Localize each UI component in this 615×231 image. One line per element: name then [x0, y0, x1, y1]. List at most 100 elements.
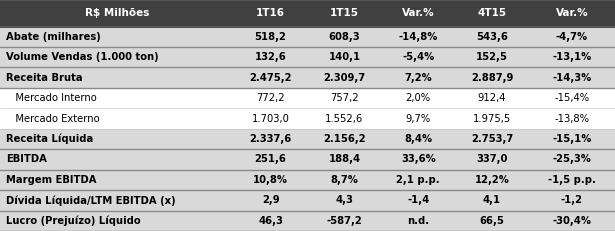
Text: 1T15: 1T15 — [330, 8, 359, 18]
Text: 7,2%: 7,2% — [404, 73, 432, 83]
Bar — [308, 149, 381, 170]
Text: Volume Vendas (1.000 ton): Volume Vendas (1.000 ton) — [6, 52, 159, 62]
Bar — [0, 149, 234, 170]
Bar — [0, 0, 234, 27]
Bar — [381, 129, 455, 149]
Text: 912,4: 912,4 — [478, 93, 506, 103]
Text: Var.%: Var.% — [402, 8, 435, 18]
Text: Mercado Interno: Mercado Interno — [6, 93, 97, 103]
Text: Receita Bruta: Receita Bruta — [6, 73, 83, 83]
Bar — [529, 0, 615, 27]
Bar — [234, 129, 308, 149]
Bar — [381, 190, 455, 211]
Text: -13,8%: -13,8% — [555, 114, 589, 124]
Text: n.d.: n.d. — [407, 216, 429, 226]
Text: -1,4: -1,4 — [407, 195, 429, 205]
Bar — [455, 67, 529, 88]
Bar — [0, 47, 234, 67]
Text: 2.156,2: 2.156,2 — [323, 134, 366, 144]
Bar — [455, 129, 529, 149]
Bar — [529, 88, 615, 108]
Text: 2.337,6: 2.337,6 — [250, 134, 292, 144]
Text: -14,8%: -14,8% — [399, 32, 438, 42]
Text: 2.753,7: 2.753,7 — [471, 134, 513, 144]
Text: 4,1: 4,1 — [483, 195, 501, 205]
Bar — [455, 190, 529, 211]
Bar — [529, 190, 615, 211]
Bar — [234, 149, 308, 170]
Text: 1.552,6: 1.552,6 — [325, 114, 363, 124]
Bar — [0, 190, 234, 211]
Bar — [455, 211, 529, 231]
Text: Margem EBITDA: Margem EBITDA — [6, 175, 97, 185]
Bar — [455, 0, 529, 27]
Bar — [529, 211, 615, 231]
Text: 1.975,5: 1.975,5 — [473, 114, 511, 124]
Text: -1,2: -1,2 — [561, 195, 583, 205]
Text: 140,1: 140,1 — [328, 52, 360, 62]
Text: 4T15: 4T15 — [477, 8, 507, 18]
Bar — [455, 170, 529, 190]
Bar — [234, 190, 308, 211]
Bar — [234, 170, 308, 190]
Bar — [234, 108, 308, 129]
Bar — [455, 47, 529, 67]
Text: R$ Milhões: R$ Milhões — [85, 8, 149, 18]
Bar — [308, 190, 381, 211]
Bar — [455, 149, 529, 170]
Text: EBITDA: EBITDA — [6, 155, 47, 164]
Bar — [381, 0, 455, 27]
Text: 188,4: 188,4 — [328, 155, 360, 164]
Text: -30,4%: -30,4% — [552, 216, 592, 226]
Text: 46,3: 46,3 — [258, 216, 283, 226]
Bar — [529, 27, 615, 47]
Text: 518,2: 518,2 — [255, 32, 287, 42]
Bar — [0, 129, 234, 149]
Text: Receita Líquida: Receita Líquida — [6, 134, 93, 144]
Bar — [0, 108, 234, 129]
Text: -1,5 p.p.: -1,5 p.p. — [548, 175, 596, 185]
Bar — [455, 108, 529, 129]
Bar — [0, 67, 234, 88]
Text: 4,3: 4,3 — [335, 195, 354, 205]
Bar — [308, 108, 381, 129]
Bar — [0, 170, 234, 190]
Bar — [308, 67, 381, 88]
Text: 2,9: 2,9 — [262, 195, 279, 205]
Text: 2.475,2: 2.475,2 — [249, 73, 292, 83]
Text: -15,4%: -15,4% — [554, 93, 590, 103]
Text: -587,2: -587,2 — [327, 216, 362, 226]
Text: 1.703,0: 1.703,0 — [252, 114, 290, 124]
Text: 608,3: 608,3 — [328, 32, 360, 42]
Text: 2.309,7: 2.309,7 — [323, 73, 365, 83]
Bar — [0, 211, 234, 231]
Bar — [455, 88, 529, 108]
Text: Var.%: Var.% — [555, 8, 589, 18]
Bar — [381, 67, 455, 88]
Bar — [0, 27, 234, 47]
Text: Mercado Externo: Mercado Externo — [6, 114, 100, 124]
Bar — [308, 88, 381, 108]
Text: 1T16: 1T16 — [256, 8, 285, 18]
Text: 251,6: 251,6 — [255, 155, 287, 164]
Bar — [234, 27, 308, 47]
Text: 12,2%: 12,2% — [475, 175, 509, 185]
Text: 757,2: 757,2 — [330, 93, 359, 103]
Bar — [0, 88, 234, 108]
Bar — [308, 170, 381, 190]
Text: 66,5: 66,5 — [480, 216, 504, 226]
Text: -15,1%: -15,1% — [552, 134, 592, 144]
Bar — [455, 27, 529, 47]
Text: 772,2: 772,2 — [256, 93, 285, 103]
Bar — [234, 67, 308, 88]
Bar — [529, 129, 615, 149]
Text: 9,7%: 9,7% — [405, 114, 431, 124]
Bar — [234, 88, 308, 108]
Bar — [529, 47, 615, 67]
Bar — [529, 108, 615, 129]
Text: Abate (milhares): Abate (milhares) — [6, 32, 101, 42]
Text: 152,5: 152,5 — [476, 52, 508, 62]
Bar — [381, 108, 455, 129]
Text: Dívida Líquida/LTM EBITDA (x): Dívida Líquida/LTM EBITDA (x) — [6, 195, 176, 206]
Text: -25,3%: -25,3% — [552, 155, 592, 164]
